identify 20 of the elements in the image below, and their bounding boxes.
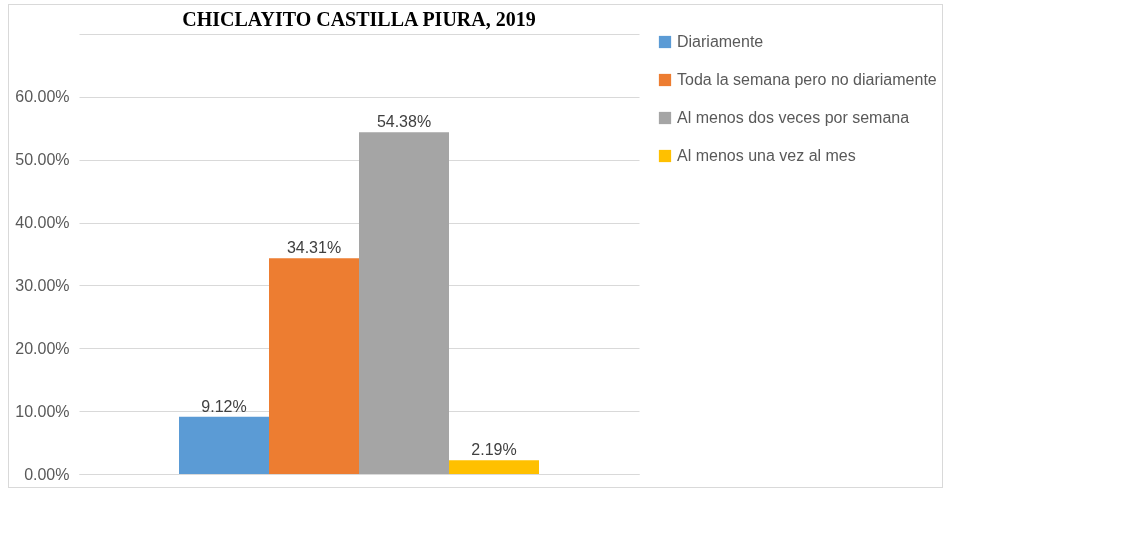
bar xyxy=(359,132,449,474)
y-tick-label: 0.00% xyxy=(24,465,70,483)
legend-label: Al menos una vez al mes xyxy=(677,147,856,164)
y-tick-label: 10.00% xyxy=(15,402,70,420)
legend-label: Toda la semana pero no diariamente xyxy=(677,71,937,88)
data-label: 54.38% xyxy=(376,113,432,131)
bar xyxy=(179,416,269,474)
y-tick-label: 30.00% xyxy=(15,276,70,294)
legend-label: Al menos dos veces por semana xyxy=(677,109,910,126)
y-tick-label: 20.00% xyxy=(15,339,70,357)
data-label: 34.31% xyxy=(286,239,342,257)
y-tick-label: 40.00% xyxy=(15,214,70,232)
bar xyxy=(269,258,359,474)
data-label: 2.19% xyxy=(471,441,517,459)
chart-title: CHICLAYITO CASTILLA PIURA, 2019 xyxy=(182,8,536,30)
bar xyxy=(449,460,539,474)
y-tick-label: 60.00% xyxy=(15,88,70,106)
legend-label: Diariamente xyxy=(677,33,764,50)
y-tick-label: 50.00% xyxy=(15,151,70,169)
data-label: 9.12% xyxy=(201,397,247,415)
